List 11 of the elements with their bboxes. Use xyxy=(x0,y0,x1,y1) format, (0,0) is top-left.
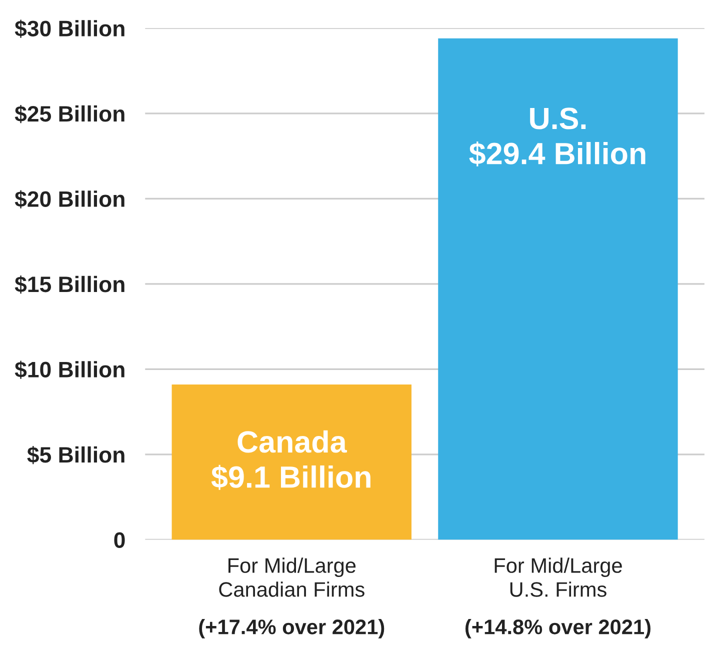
data-label: Canada $9.1 Billion xyxy=(211,430,370,490)
x-tick-label: For Mid/Large U.S. Firms (+14.8% over 2021) xyxy=(465,558,650,638)
y-tick-label: $5 Billion xyxy=(27,446,124,464)
y-tick-label: $20 Billion xyxy=(14,190,124,208)
y-tick-label: $15 Billion xyxy=(14,276,124,294)
y-tick-label: $10 Billion xyxy=(14,360,124,379)
y-tick-label: 0 xyxy=(114,532,125,548)
data-label: U.S. $29.4 Billion xyxy=(469,108,646,166)
y-tick-label: $25 Billion xyxy=(14,104,124,124)
y-tick-label: $30 Billion xyxy=(14,20,124,38)
x-tick-label: For Mid/Large Canadian Firms (+17.4% over 2021) xyxy=(199,558,384,638)
